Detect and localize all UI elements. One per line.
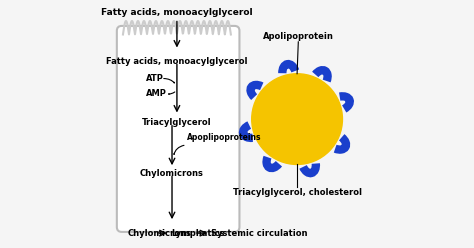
- Text: Apolipoprotein: Apolipoprotein: [263, 32, 334, 41]
- Text: Systemic circulation: Systemic circulation: [211, 229, 308, 238]
- FancyArrowPatch shape: [174, 145, 184, 155]
- Text: AMP: AMP: [146, 89, 167, 98]
- FancyBboxPatch shape: [117, 26, 239, 232]
- Text: Fatty acids, monoacylglycerol: Fatty acids, monoacylglycerol: [101, 7, 253, 17]
- Text: Fatty acids, monoacylglycerol: Fatty acids, monoacylglycerol: [106, 57, 248, 65]
- Text: Triacylglycerol: Triacylglycerol: [142, 118, 212, 127]
- FancyArrowPatch shape: [164, 79, 174, 83]
- FancyArrowPatch shape: [169, 92, 175, 94]
- Text: Lymphatics: Lymphatics: [171, 229, 224, 238]
- Circle shape: [252, 74, 342, 164]
- Text: Apoplipoproteins: Apoplipoproteins: [187, 133, 261, 142]
- Text: Triacylglycerol, cholesterol: Triacylglycerol, cholesterol: [233, 188, 362, 197]
- Text: Chylomicrons: Chylomicrons: [140, 169, 204, 178]
- Text: ATP: ATP: [146, 74, 164, 83]
- Text: Chylomicrons: Chylomicrons: [128, 229, 192, 238]
